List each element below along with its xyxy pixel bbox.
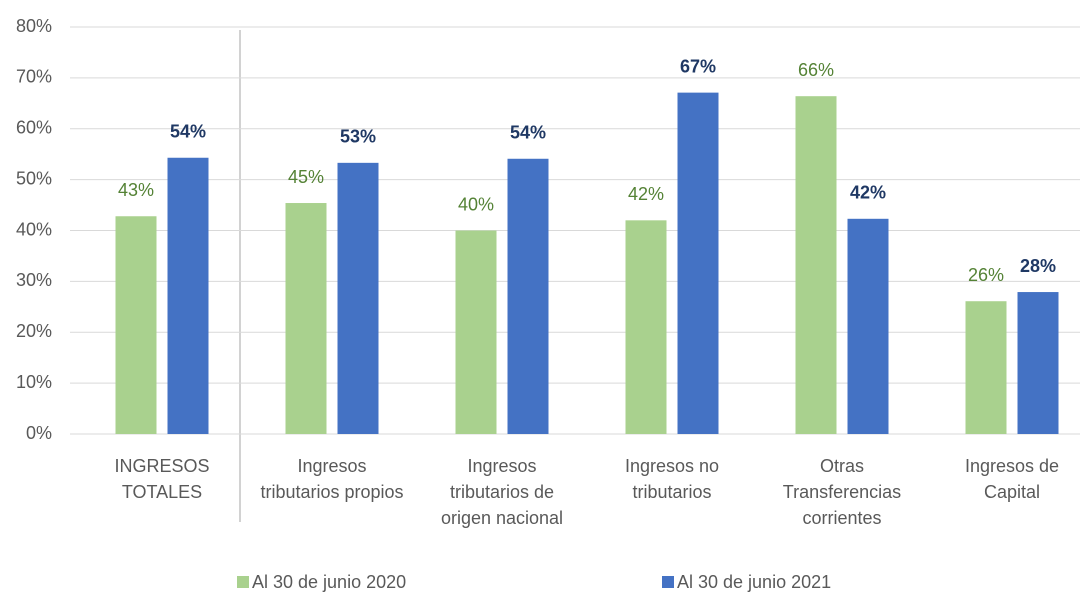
- bar: [507, 158, 549, 435]
- bar: [677, 92, 719, 434]
- bar: [625, 220, 667, 434]
- y-tick-label: 60%: [16, 118, 52, 138]
- x-tick-label: Otras Transferencias corrientes: [782, 456, 902, 528]
- y-tick-label: 40%: [16, 219, 52, 239]
- data-label: 43%: [118, 180, 154, 200]
- legend-label: Al 30 de junio 2021: [677, 572, 831, 592]
- data-label: 53%: [340, 127, 376, 147]
- data-label: 66%: [798, 60, 834, 80]
- data-label: 42%: [850, 183, 886, 203]
- bar: [847, 218, 889, 434]
- data-label: 28%: [1020, 256, 1056, 276]
- bar: [795, 96, 837, 434]
- legend-swatch: [237, 576, 249, 588]
- bar: [337, 162, 379, 434]
- x-tick-label: INGRESOS TOTALES: [114, 456, 210, 502]
- data-label: 42%: [628, 184, 664, 204]
- data-label: 54%: [170, 121, 206, 141]
- data-label: 26%: [968, 265, 1004, 285]
- bar: [1017, 292, 1059, 434]
- bar: [455, 230, 497, 434]
- y-tick-label: 50%: [16, 168, 52, 188]
- y-tick-label: 70%: [16, 67, 52, 87]
- legend-label: Al 30 de junio 2020: [252, 572, 406, 592]
- bar: [167, 157, 209, 434]
- y-tick-label: 80%: [16, 16, 52, 36]
- y-tick-label: 0%: [26, 423, 52, 443]
- y-tick-label: 20%: [16, 321, 52, 341]
- bar: [965, 301, 1007, 434]
- bar: [285, 203, 327, 434]
- x-tick-label: Ingresos tributarios propios: [260, 456, 404, 502]
- x-tick-label: Ingresos tributarios de origen nacional: [440, 456, 564, 528]
- data-label: 45%: [288, 167, 324, 187]
- legend-swatch: [662, 576, 674, 588]
- y-tick-label: 10%: [16, 372, 52, 392]
- x-tick-label: Ingresos de Capital: [964, 456, 1060, 502]
- y-tick-label: 30%: [16, 270, 52, 290]
- data-label: 54%: [510, 123, 546, 143]
- x-tick-label: Ingresos no tributarios: [624, 456, 720, 502]
- bar: [115, 216, 157, 434]
- data-label: 40%: [458, 194, 494, 214]
- data-label: 67%: [680, 56, 716, 76]
